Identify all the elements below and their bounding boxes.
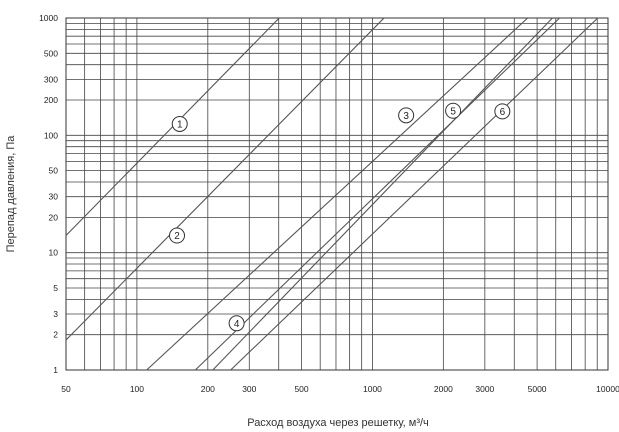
y-tick-label: 2 <box>53 330 58 340</box>
grid <box>65 17 609 371</box>
curve-label-text: 2 <box>174 231 180 242</box>
curve-label-4: 4 <box>228 315 245 332</box>
y-tick-label: 20 <box>49 212 59 222</box>
curve-label-3: 3 <box>398 107 415 124</box>
series-line-4 <box>194 17 560 371</box>
x-axis-title: Расход воздуха через решетку, м³/ч <box>247 417 429 429</box>
series-lines <box>65 17 599 371</box>
plot-frame <box>65 17 609 371</box>
y-tick-label: 1 <box>53 365 58 375</box>
y-tick-label: 300 <box>44 74 58 84</box>
x-tick-label: 50 <box>61 384 71 394</box>
tick-labels: 50 100 200 300 500 1000 2000 3000 5000 1000012351… <box>39 13 619 394</box>
curve-label-text: 4 <box>234 319 240 330</box>
curve-labels: 1 2 3 4 5 6 <box>169 102 511 332</box>
curve-label-circle <box>171 115 188 132</box>
y-tick-label: 1000 <box>39 13 58 23</box>
x-tick-label: 1000 <box>363 384 382 394</box>
y-tick-label: 3 <box>53 309 58 319</box>
x-tick-label: 200 <box>201 384 215 394</box>
y-tick-label: 30 <box>49 192 59 202</box>
x-tick-label: 100 <box>130 384 144 394</box>
series-line-6 <box>230 17 599 371</box>
y-axis-title: Перепад давления, Па <box>5 135 17 253</box>
x-tick-label: 2000 <box>434 384 453 394</box>
series-line-2 <box>65 17 385 341</box>
x-tick-label: 3000 <box>475 384 494 394</box>
y-tick-label: 10 <box>49 248 59 258</box>
curve-label-1: 1 <box>171 115 188 132</box>
curve-label-2: 2 <box>169 227 186 244</box>
curve-label-circle <box>445 102 462 119</box>
curve-label-text: 6 <box>500 107 506 118</box>
y-tick-label: 50 <box>49 166 59 176</box>
series-line-5 <box>212 17 553 371</box>
curve-label-text: 3 <box>403 111 409 122</box>
x-tick-label: 10000 <box>596 384 619 394</box>
x-tick-label: 300 <box>242 384 256 394</box>
curve-label-text: 5 <box>450 106 456 117</box>
curve-label-circle <box>494 103 511 120</box>
curve-label-text: 1 <box>177 119 183 130</box>
y-tick-label: 200 <box>44 95 58 105</box>
x-tick-label: 5000 <box>528 384 547 394</box>
curve-label-circle <box>228 315 245 332</box>
y-tick-label: 500 <box>44 48 58 58</box>
x-tick-label: 500 <box>294 384 308 394</box>
series-line-3 <box>146 17 529 371</box>
curve-label-6: 6 <box>494 103 511 120</box>
curve-label-5: 5 <box>445 102 462 119</box>
curve-label-circle <box>169 227 186 244</box>
y-tick-label: 100 <box>44 130 58 140</box>
curve-label-circle <box>398 107 415 124</box>
y-tick-label: 5 <box>53 283 58 293</box>
